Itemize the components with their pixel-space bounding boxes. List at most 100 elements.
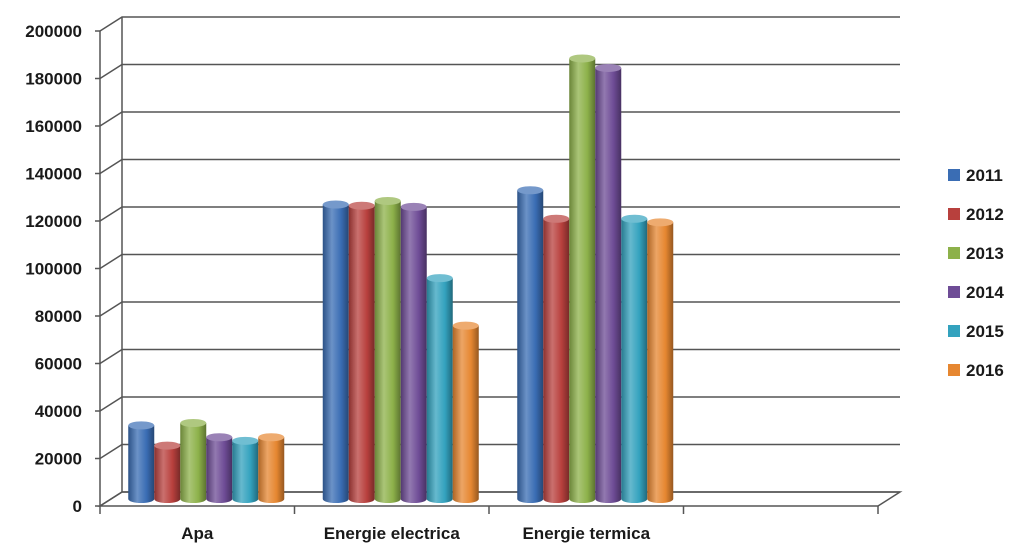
axes: [95, 30, 903, 514]
bar: [206, 433, 233, 503]
bar: [348, 201, 375, 503]
legend-label: 2011: [966, 166, 1003, 185]
gridline: [99, 253, 900, 270]
x-axis-category-labels: Apa Energie electrica Energie termica: [181, 524, 650, 543]
bar-cap: [400, 202, 427, 211]
bar-body: [426, 278, 453, 503]
bar: [232, 436, 259, 503]
gridline: [99, 396, 900, 412]
bar-cap: [206, 433, 233, 442]
bar-cap: [647, 218, 674, 227]
bar-body: [154, 445, 181, 503]
bar-cap: [258, 433, 285, 442]
bar-cap: [452, 321, 479, 330]
bar-cap: [595, 63, 622, 72]
legend-swatch: [948, 286, 960, 298]
bar: [647, 218, 674, 503]
bar-cap: [154, 441, 181, 450]
legend-swatch: [948, 247, 960, 259]
x-category-label: Apa: [181, 524, 214, 543]
legend: 2011 2012 2013 2014 2015 2016: [948, 166, 1004, 380]
bar-cap: [322, 200, 349, 209]
y-axis-tick-labels: 0 20000 40000 60000 80000 100000 120000 140000 1…: [25, 22, 82, 516]
legend-item: 2012: [948, 205, 1004, 224]
bar: [621, 214, 648, 503]
y-tick-label: 120000: [25, 212, 82, 231]
bar-body: [400, 206, 427, 503]
bar-body: [569, 58, 596, 503]
gridline: [99, 348, 900, 365]
y-tick-label: 0: [73, 497, 82, 516]
bar-body: [258, 437, 285, 503]
y-tick-label: 200000: [25, 22, 82, 41]
bar-body: [206, 437, 233, 503]
gridline: [99, 206, 900, 222]
bar: [322, 200, 349, 503]
legend-swatch: [948, 169, 960, 181]
bar-body: [452, 325, 479, 503]
bar-cap: [543, 214, 570, 223]
bar-cap: [348, 201, 375, 210]
y-tick-label: 160000: [25, 117, 82, 136]
y-tick-label: 180000: [25, 70, 82, 89]
legend-item: 2013: [948, 244, 1004, 263]
bar-body: [180, 423, 207, 503]
gridline: [99, 63, 900, 80]
legend-swatch: [948, 325, 960, 337]
bar-body: [543, 218, 570, 503]
y-tick-label: 140000: [25, 165, 82, 184]
bar: [569, 54, 596, 503]
bar: [543, 214, 570, 503]
bar-body: [621, 218, 648, 503]
y-tick-label: 80000: [35, 307, 82, 326]
bar: [452, 321, 479, 503]
bar-cap: [621, 214, 648, 223]
bar-cap: [517, 186, 544, 195]
legend-label: 2013: [966, 244, 1004, 263]
bar: [374, 196, 401, 503]
bar: [154, 441, 181, 503]
gridline: [99, 301, 900, 317]
bar: [595, 63, 622, 503]
y-tick-label: 60000: [35, 355, 82, 374]
legend-item: 2015: [948, 322, 1004, 341]
bar-body: [348, 205, 375, 503]
gridline: [99, 16, 900, 32]
bar: [128, 421, 155, 503]
bar-body: [595, 67, 622, 503]
x-category-label: Energie electrica: [324, 524, 461, 543]
bar-cap: [128, 421, 155, 430]
y-tick-label: 40000: [35, 402, 82, 421]
bar: [517, 186, 544, 503]
bar-body: [322, 204, 349, 503]
floor: [97, 491, 903, 507]
legend-label: 2015: [966, 322, 1004, 341]
gridline: [99, 158, 900, 175]
x-category-label: Energie termica: [522, 524, 650, 543]
bar: [180, 419, 207, 503]
legend-label: 2016: [966, 361, 1004, 380]
legend-label: 2014: [966, 283, 1004, 302]
legend-item: 2016: [948, 361, 1004, 380]
bars: [128, 54, 674, 503]
bar-body: [517, 190, 544, 503]
bar-cap: [426, 274, 453, 283]
bar: [400, 202, 427, 503]
bar: [258, 433, 285, 503]
bar-cap: [374, 196, 401, 205]
bar-body: [374, 200, 401, 503]
gridlines: [99, 16, 900, 507]
bar-cap: [180, 419, 207, 427]
legend-swatch: [948, 208, 960, 220]
legend-swatch: [948, 364, 960, 376]
gridline: [99, 111, 900, 127]
bar-body: [647, 222, 674, 503]
bar-cap: [232, 436, 259, 445]
legend-label: 2012: [966, 205, 1004, 224]
legend-item: 2014: [948, 283, 1004, 302]
bar-body: [232, 440, 259, 503]
bar-cap: [569, 54, 596, 63]
y-tick-label: 100000: [25, 260, 82, 279]
legend-item: 2011: [948, 166, 1003, 185]
bar-body: [128, 425, 155, 503]
